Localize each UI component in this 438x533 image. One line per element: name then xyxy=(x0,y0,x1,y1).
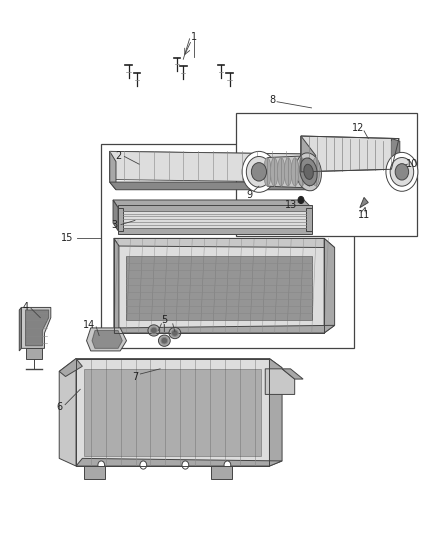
Polygon shape xyxy=(110,151,314,163)
Polygon shape xyxy=(392,139,400,169)
Polygon shape xyxy=(301,154,314,190)
Bar xyxy=(101,144,353,349)
Polygon shape xyxy=(211,466,232,479)
Polygon shape xyxy=(301,136,399,172)
Bar xyxy=(118,205,311,211)
Bar xyxy=(114,238,324,333)
Text: 11: 11 xyxy=(358,211,370,220)
Polygon shape xyxy=(85,466,106,479)
Text: 14: 14 xyxy=(82,320,95,330)
Polygon shape xyxy=(59,359,76,466)
Text: 13: 13 xyxy=(285,200,297,210)
Text: 10: 10 xyxy=(406,159,418,169)
Bar xyxy=(118,208,311,231)
Polygon shape xyxy=(25,310,49,346)
Circle shape xyxy=(246,157,272,187)
Ellipse shape xyxy=(159,335,170,346)
Ellipse shape xyxy=(300,158,317,185)
Polygon shape xyxy=(282,369,303,379)
Polygon shape xyxy=(59,359,82,376)
Ellipse shape xyxy=(305,158,313,186)
Polygon shape xyxy=(21,308,51,349)
Circle shape xyxy=(140,461,147,469)
Text: 9: 9 xyxy=(246,190,252,200)
Polygon shape xyxy=(85,369,261,456)
Polygon shape xyxy=(269,359,282,466)
Ellipse shape xyxy=(296,153,321,191)
Polygon shape xyxy=(114,238,324,333)
Polygon shape xyxy=(113,200,311,208)
Polygon shape xyxy=(76,359,269,466)
Bar xyxy=(76,359,269,466)
Polygon shape xyxy=(114,238,335,247)
Circle shape xyxy=(182,461,189,469)
Text: 7: 7 xyxy=(132,372,138,382)
Polygon shape xyxy=(114,325,335,333)
Polygon shape xyxy=(25,349,42,359)
Circle shape xyxy=(298,196,304,204)
Bar xyxy=(118,208,123,231)
Circle shape xyxy=(242,151,276,192)
Polygon shape xyxy=(76,458,282,466)
Text: 2: 2 xyxy=(115,151,121,161)
Text: 8: 8 xyxy=(269,95,275,105)
Ellipse shape xyxy=(277,158,285,186)
Polygon shape xyxy=(127,256,311,320)
Text: 1: 1 xyxy=(191,33,197,42)
Circle shape xyxy=(390,158,413,186)
Text: 6: 6 xyxy=(56,402,62,412)
Ellipse shape xyxy=(304,164,313,180)
Polygon shape xyxy=(87,328,127,351)
Circle shape xyxy=(224,461,231,469)
Ellipse shape xyxy=(312,158,319,186)
Ellipse shape xyxy=(148,325,160,336)
Ellipse shape xyxy=(151,327,157,334)
Ellipse shape xyxy=(264,158,271,186)
Polygon shape xyxy=(301,136,316,188)
Polygon shape xyxy=(110,151,301,182)
Bar xyxy=(307,208,311,231)
Bar xyxy=(236,113,417,236)
Bar xyxy=(118,228,311,234)
Ellipse shape xyxy=(169,327,181,338)
Polygon shape xyxy=(110,151,116,190)
Polygon shape xyxy=(110,182,314,190)
Ellipse shape xyxy=(161,337,168,344)
Polygon shape xyxy=(76,359,282,368)
Ellipse shape xyxy=(172,330,178,336)
Polygon shape xyxy=(92,330,122,349)
Text: 5: 5 xyxy=(161,315,167,325)
Text: 15: 15 xyxy=(61,233,74,244)
Polygon shape xyxy=(360,197,368,208)
Ellipse shape xyxy=(291,158,299,186)
Ellipse shape xyxy=(284,158,292,186)
Text: 12: 12 xyxy=(352,123,364,133)
Text: 3: 3 xyxy=(111,220,117,230)
Circle shape xyxy=(251,163,266,181)
Polygon shape xyxy=(324,238,335,333)
Ellipse shape xyxy=(298,158,306,186)
Polygon shape xyxy=(114,238,119,333)
Ellipse shape xyxy=(271,158,278,186)
Circle shape xyxy=(98,461,105,469)
Circle shape xyxy=(386,152,418,191)
Polygon shape xyxy=(265,369,295,394)
Text: 4: 4 xyxy=(22,302,28,312)
Circle shape xyxy=(395,164,409,180)
Polygon shape xyxy=(267,156,316,188)
Polygon shape xyxy=(19,308,21,351)
Polygon shape xyxy=(113,200,118,231)
